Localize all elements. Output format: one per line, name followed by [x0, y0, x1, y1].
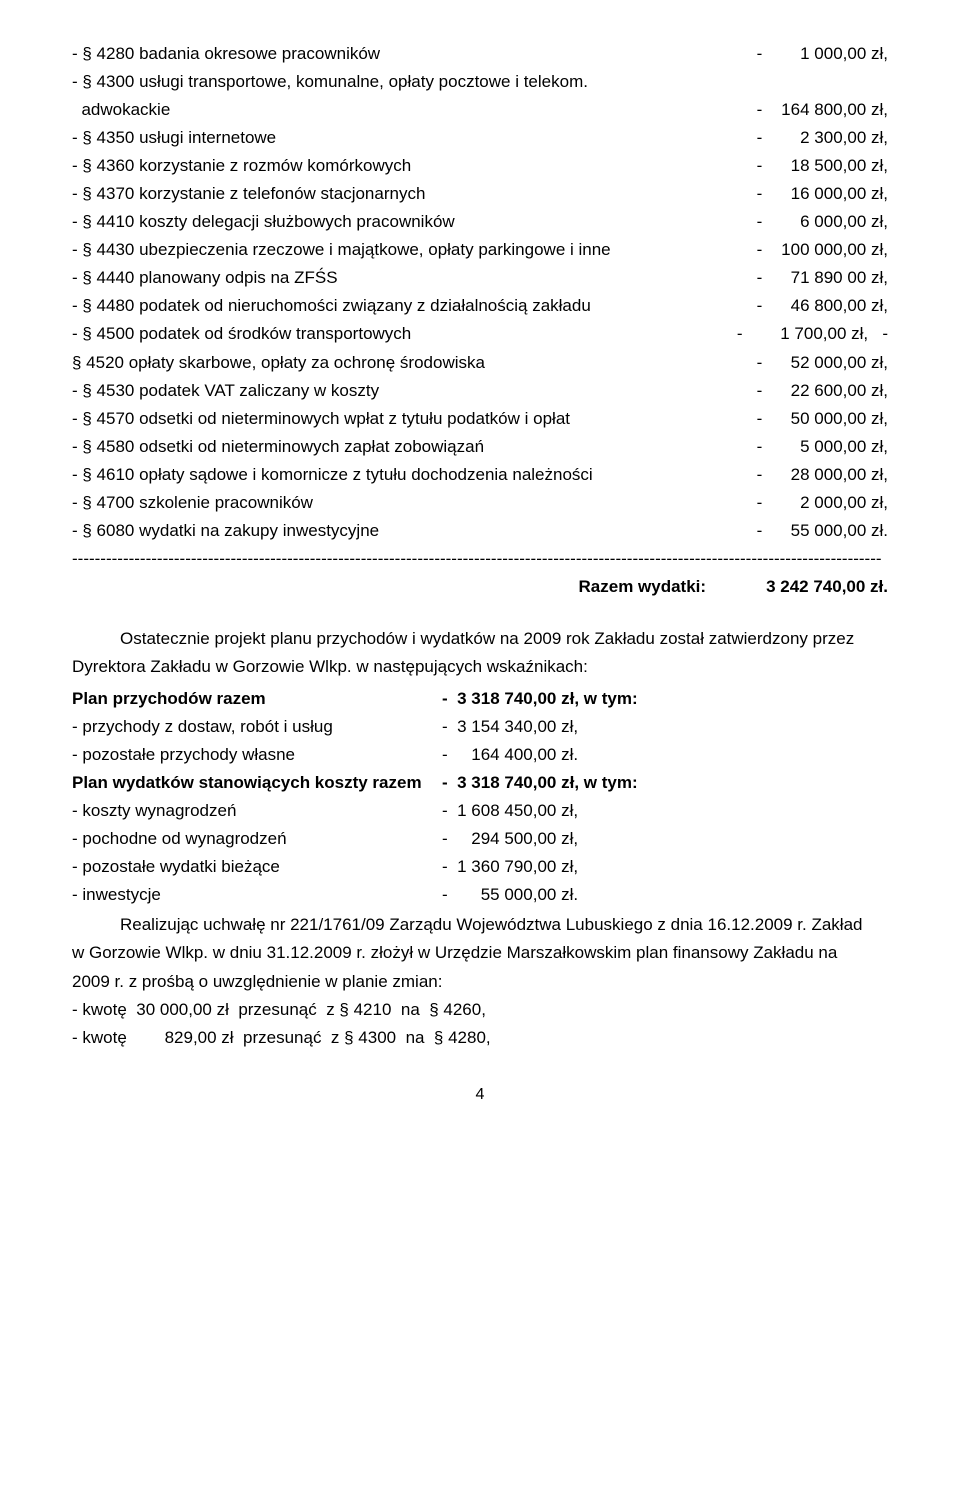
expense-label: - § 4610 opłaty sądowe i komornicze z ty… — [72, 461, 593, 489]
expense-value: - 71 890 00 zł, — [757, 264, 888, 292]
expense-row: - § 4610 opłaty sądowe i komornicze z ty… — [72, 461, 888, 489]
plan-value: - 1 360 790,00 zł, — [442, 853, 578, 881]
expense-value: - 46 800,00 zł, — [757, 292, 888, 320]
expense-label: - § 4370 korzystanie z telefonów stacjon… — [72, 180, 425, 208]
plan-value: - 294 500,00 zł, — [442, 825, 578, 853]
plan-value: - 3 154 340,00 zł, — [442, 713, 578, 741]
expense-label: - § 4580 odsetki od nieterminowych zapła… — [72, 433, 484, 461]
expense-row: - § 4350 usługi internetowe - 2 300,00 zł… — [72, 124, 888, 152]
plan-value: - 3 318 740,00 zł, w tym: — [442, 769, 638, 797]
total-value: 3 242 740,00 zł. — [766, 573, 888, 601]
expense-label: - § 4500 podatek od środków transportowy… — [72, 320, 411, 348]
plan-row: - pozostałe wydatki bieżące- 1 360 790,0… — [72, 853, 888, 881]
plan-label: - przychody z dostaw, robót i usług — [72, 713, 442, 741]
paragraph-uchwala: Realizując uchwałę nr 221/1761/09 Zarząd… — [72, 911, 888, 995]
change-line-1: - kwotę 30 000,00 zł przesunąć z § 4210 … — [72, 996, 888, 1024]
plan-label: - pozostałe przychody własne — [72, 741, 442, 769]
expense-value: - 16 000,00 zł, — [757, 180, 888, 208]
expense-row: - § 4700 szkolenie pracowników - 2 000,00… — [72, 489, 888, 517]
expense-label: - § 4440 planowany odpis na ZFŚS — [72, 264, 338, 292]
plan-row: - pozostałe przychody własne- 164 400,00… — [72, 741, 888, 769]
expense-value: - 55 000,00 zł. — [757, 517, 888, 545]
expense-value: - 18 500,00 zł, — [757, 152, 888, 180]
expense-row: - § 4360 korzystanie z rozmów komórkowyc… — [72, 152, 888, 180]
expense-value: - 28 000,00 zł, — [757, 461, 888, 489]
expense-row: - § 4430 ubezpieczenia rzeczowe i majątk… — [72, 236, 888, 264]
plan-row: - przychody z dostaw, robót i usług- 3 1… — [72, 713, 888, 741]
expense-value: - 1 000,00 zł, — [757, 40, 888, 68]
plan-value: - 1 608 450,00 zł, — [442, 797, 578, 825]
expense-value: - 2 000,00 zł, — [757, 489, 888, 517]
expense-label: - § 4350 usługi internetowe — [72, 124, 276, 152]
expense-row: - § 4570 odsetki od nieterminowych wpłat… — [72, 405, 888, 433]
expense-row: - § 4280 badania okresowe pracowników - 1… — [72, 40, 888, 68]
plan-row: - inwestycje- 55 000,00 zł. — [72, 881, 888, 909]
para1-line2: Dyrektora Zakładu w Gorzowie Wlkp. w nas… — [72, 653, 888, 681]
expense-label: - § 4700 szkolenie pracowników — [72, 489, 313, 517]
para2-line1: Realizując uchwałę nr 221/1761/09 Zarząd… — [72, 911, 888, 939]
expense-row: - § 6080 wydatki na zakupy inwestycyjne -… — [72, 517, 888, 545]
expense-label: - § 4430 ubezpieczenia rzeczowe i majątk… — [72, 236, 611, 264]
expense-label: § 4520 opłaty skarbowe, opłaty za ochron… — [72, 349, 485, 377]
plan-value: - 55 000,00 zł. — [442, 881, 578, 909]
separator-line: ----------------------------------------… — [72, 545, 888, 573]
expense-label: - § 4360 korzystanie z rozmów komórkowyc… — [72, 152, 411, 180]
expense-value: - 164 800,00 zł, — [757, 96, 888, 124]
plan-row: Plan wydatków stanowiących koszty razem-… — [72, 769, 888, 797]
expense-row: - § 4530 podatek VAT zaliczany w koszty -… — [72, 377, 888, 405]
expense-value: - 6 000,00 zł, — [757, 208, 888, 236]
page-number: 4 — [72, 1082, 888, 1108]
total-label: Razem wydatki: — [579, 573, 707, 601]
expense-label: - § 4300 usługi transportowe, komunalne,… — [72, 68, 588, 96]
expense-label: adwokackie — [72, 96, 170, 124]
plan-row: - koszty wynagrodzeń- 1 608 450,00 zł, — [72, 797, 888, 825]
expense-row: - § 4370 korzystanie z telefonów stacjon… — [72, 180, 888, 208]
expense-label: - § 4480 podatek od nieruchomości związa… — [72, 292, 591, 320]
expense-row: - § 4440 planowany odpis na ZFŚS - 71 890… — [72, 264, 888, 292]
expense-row: adwokackie - 164 800,00 zł, — [72, 96, 888, 124]
plan-label: - pochodne od wynagrodzeń — [72, 825, 442, 853]
expense-row: - § 4410 koszty delegacji służbowych pra… — [72, 208, 888, 236]
plan-row: Plan przychodów razem- 3 318 740,00 zł, … — [72, 685, 888, 713]
expense-label: - § 4280 badania okresowe pracowników — [72, 40, 380, 68]
plan-row: - pochodne od wynagrodzeń- 294 500,00 zł… — [72, 825, 888, 853]
expense-label: - § 4530 podatek VAT zaliczany w koszty — [72, 377, 379, 405]
expense-value: - 100 000,00 zł, — [757, 236, 888, 264]
expense-value: - 1 700,00 zł, - — [737, 320, 888, 348]
expense-row: - § 4580 odsetki od nieterminowych zapła… — [72, 433, 888, 461]
expense-row: - § 4500 podatek od środków transportowy… — [72, 320, 888, 348]
expense-value: - 2 300,00 zł, — [757, 124, 888, 152]
expense-label: - § 4410 koszty delegacji służbowych pra… — [72, 208, 455, 236]
expense-value: - 22 600,00 zł, — [757, 377, 888, 405]
expense-label: - § 6080 wydatki na zakupy inwestycyjne — [72, 517, 379, 545]
plan-value: - 164 400,00 zł. — [442, 741, 578, 769]
total-row: Razem wydatki: 3 242 740,00 zł. — [72, 573, 888, 601]
para1-line1: Ostatecznie projekt planu przychodów i w… — [72, 625, 888, 653]
plan-label: - koszty wynagrodzeń — [72, 797, 442, 825]
plan-label: - pozostałe wydatki bieżące — [72, 853, 442, 881]
change-line-2: - kwotę 829,00 zł przesunąć z § 4300 na … — [72, 1024, 888, 1052]
expense-row: - § 4300 usługi transportowe, komunalne,… — [72, 68, 888, 96]
expense-label: - § 4570 odsetki od nieterminowych wpłat… — [72, 405, 570, 433]
plan-label: Plan przychodów razem — [72, 685, 442, 713]
plan-value: - 3 318 740,00 zł, w tym: — [442, 685, 638, 713]
expense-row: - § 4480 podatek od nieruchomości związa… — [72, 292, 888, 320]
paragraph-intro: Ostatecznie projekt planu przychodów i w… — [72, 625, 888, 681]
expense-value: - 50 000,00 zł, — [757, 405, 888, 433]
expense-value: - 5 000,00 zł, — [757, 433, 888, 461]
expense-row: § 4520 opłaty skarbowe, opłaty za ochron… — [72, 349, 888, 377]
para2-line2: w Gorzowie Wlkp. w dniu 31.12.2009 r. zł… — [72, 939, 888, 967]
plan-label: - inwestycje — [72, 881, 442, 909]
plan-label: Plan wydatków stanowiących koszty razem — [72, 769, 442, 797]
para2-line3: 2009 r. z prośbą o uwzględnienie w plani… — [72, 968, 888, 996]
expense-value: - 52 000,00 zł, — [757, 349, 888, 377]
